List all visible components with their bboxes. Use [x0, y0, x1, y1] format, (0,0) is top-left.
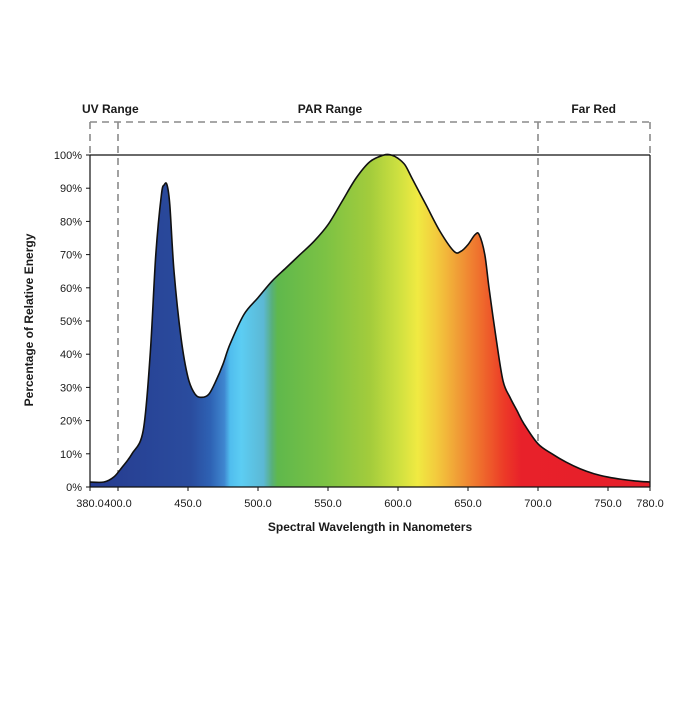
x-tick-label-5: 600.0 [384, 498, 412, 510]
y-tick-label-4: 40% [60, 349, 82, 361]
x-tick-label-9: 780.0 [636, 498, 664, 510]
x-tick-label-3: 500.0 [244, 498, 272, 510]
x-tick-label-2: 450.0 [174, 498, 202, 510]
y-tick-label-5: 50% [60, 316, 82, 328]
x-tick-label-0: 380.0 [76, 498, 104, 510]
range-label-2: Far Red [571, 102, 616, 116]
y-axis-title: Percentage of Relative Energy [22, 233, 36, 406]
x-tick-label-7: 700.0 [524, 498, 552, 510]
y-tick-label-10: 100% [54, 150, 82, 162]
x-tick-label-1: 400.0 [104, 498, 132, 510]
y-tick-label-8: 80% [60, 216, 82, 228]
y-tick-label-7: 70% [60, 250, 82, 262]
area-layer [89, 153, 651, 487]
x-tick-label-6: 650.0 [454, 498, 482, 510]
y-tick-label-2: 20% [60, 416, 82, 428]
x-tick-label-4: 550.0 [314, 498, 342, 510]
spectrum-area-fill [90, 154, 650, 487]
ranges-layer: UV Range PAR Range Far Red [82, 102, 651, 487]
range-label-0: UV Range [82, 102, 139, 116]
spectrum-area-outline [89, 153, 651, 484]
x-axis-title: Spectral Wavelength in Nanometers [268, 520, 473, 534]
y-tick-label-6: 60% [60, 283, 82, 295]
y-tick-label-0: 0% [66, 482, 82, 494]
y-tick-label-9: 90% [60, 183, 82, 195]
y-tick-label-3: 30% [60, 382, 82, 394]
x-tick-label-8: 750.0 [594, 498, 622, 510]
range-label-1: PAR Range [298, 102, 363, 116]
ticks-layer: 0% 10% 20% 30% 40% 50% 60% 70% 80% 90% 100% 380.0 40… [54, 150, 664, 510]
y-tick-label-1: 10% [60, 449, 82, 461]
